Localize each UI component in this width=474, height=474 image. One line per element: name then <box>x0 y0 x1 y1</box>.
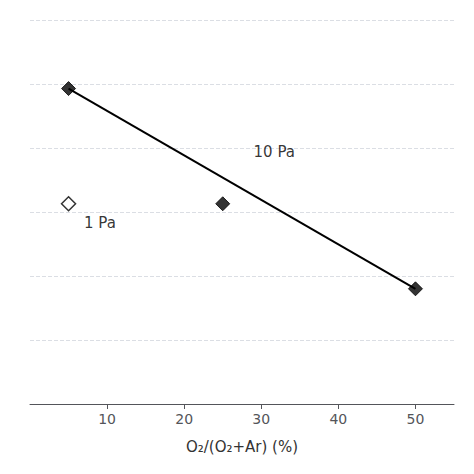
svg-text:O₂/(O₂+Ar) (%): O₂/(O₂+Ar) (%) <box>186 438 298 456</box>
svg-text:10 Pa: 10 Pa <box>254 143 295 161</box>
svg-text:10: 10 <box>98 411 116 427</box>
svg-text:40: 40 <box>329 411 347 427</box>
svg-text:50: 50 <box>407 411 425 427</box>
svg-text:20: 20 <box>175 411 193 427</box>
svg-text:1 Pa: 1 Pa <box>84 214 116 232</box>
svg-text:30: 30 <box>252 411 270 427</box>
